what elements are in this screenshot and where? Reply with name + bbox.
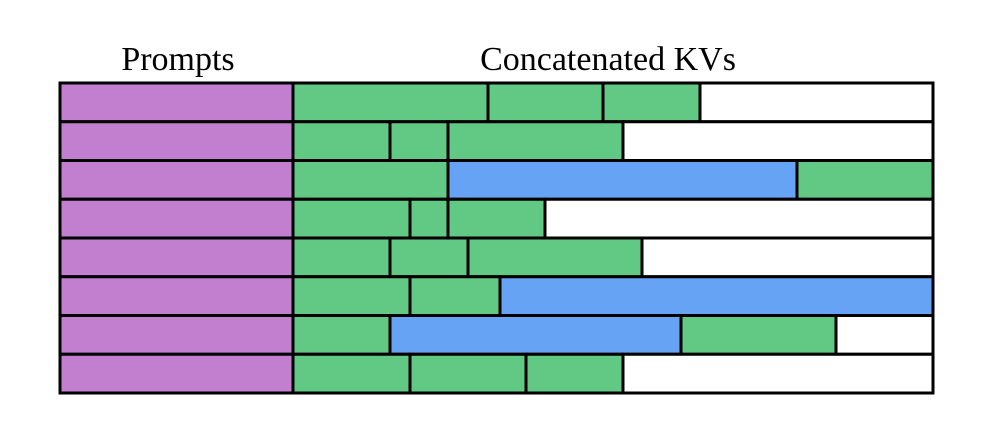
prompt-cell [58, 120, 295, 162]
kv-cell [524, 352, 625, 395]
blue-kv-cell [446, 159, 799, 201]
empty-cell [640, 236, 935, 279]
prompt-cell [58, 197, 295, 240]
kv-cell [291, 120, 392, 162]
prompts-label: Prompts [121, 41, 234, 78]
prompt-cell [58, 275, 295, 317]
kv-cell [446, 197, 547, 240]
empty-cell [621, 120, 935, 162]
kv-cell [291, 236, 392, 279]
blue-kv-cell [388, 314, 683, 356]
kvs-label: Concatenated KVs [480, 41, 736, 78]
kv-cell [291, 275, 412, 317]
kv-grid [58, 81, 935, 395]
prompt-cell [58, 159, 295, 201]
kv-cell [795, 159, 935, 201]
prompt-cell [58, 81, 295, 124]
prompt-cell [58, 236, 295, 279]
kv-cell [408, 352, 528, 395]
blue-kv-cell [498, 275, 935, 317]
kv-cell [679, 314, 838, 356]
kv-cell [486, 81, 605, 124]
kv-cell [291, 314, 392, 356]
kv-cell [388, 120, 450, 162]
kv-cell [291, 159, 450, 201]
kv-cell [291, 352, 412, 395]
kv-cell [601, 81, 702, 124]
empty-cell [698, 81, 935, 124]
prompt-cell [58, 352, 295, 395]
kv-cell [388, 236, 470, 279]
kv-cell [466, 236, 644, 279]
kv-cell [408, 275, 502, 317]
kv-cell [291, 81, 490, 124]
empty-cell [543, 197, 935, 240]
kv-cell [291, 197, 412, 240]
kv-cell [446, 120, 625, 162]
empty-cell [834, 314, 935, 356]
empty-cell [621, 352, 935, 395]
kv-cell [408, 197, 450, 240]
prompt-cell [58, 314, 295, 356]
